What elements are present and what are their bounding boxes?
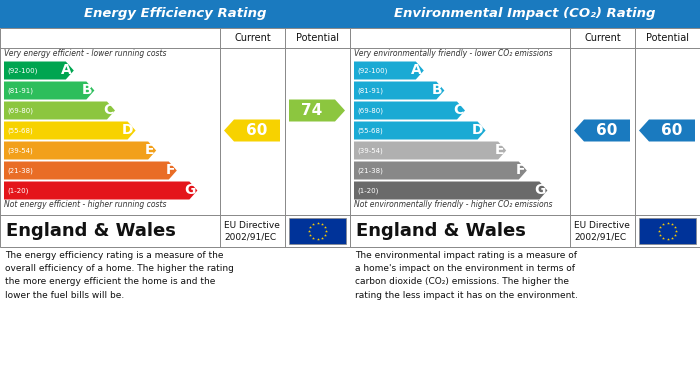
Text: 60: 60 [246,123,267,138]
Text: E: E [145,143,154,158]
Bar [0,0,350,28]
Polygon shape [574,120,630,142]
Text: England & Wales: England & Wales [356,222,526,240]
Polygon shape [354,181,547,199]
Text: 74: 74 [302,103,323,118]
Text: A: A [61,63,72,77]
Text: G: G [534,183,545,197]
Bar [0,28,350,247]
Text: 60: 60 [596,123,617,138]
Polygon shape [354,161,527,179]
Text: (39-54): (39-54) [7,147,33,154]
Text: (92-100): (92-100) [357,67,387,74]
Bar [639,218,696,244]
Polygon shape [289,99,345,122]
Text: (92-100): (92-100) [7,67,37,74]
Text: Very environmentally friendly - lower CO₂ emissions: Very environmentally friendly - lower CO… [354,49,552,58]
Text: G: G [184,183,195,197]
Polygon shape [4,122,136,140]
Polygon shape [4,81,94,99]
Text: (39-54): (39-54) [357,147,383,154]
Polygon shape [4,102,115,120]
Text: F: F [515,163,525,178]
Text: Potential: Potential [296,33,339,43]
Text: (69-80): (69-80) [357,107,383,114]
Bar [350,0,700,28]
Text: Potential: Potential [646,33,689,43]
Text: EU Directive
2002/91/EC: EU Directive 2002/91/EC [574,221,630,241]
Text: D: D [122,124,134,138]
Text: C: C [453,104,463,118]
Text: C: C [103,104,113,118]
Bar [289,218,346,244]
Polygon shape [4,61,74,79]
Polygon shape [354,81,444,99]
Polygon shape [354,142,506,160]
Text: Current: Current [234,33,271,43]
Text: The environmental impact rating is a measure of
a home's impact on the environme: The environmental impact rating is a mea… [355,251,578,300]
Text: (55-68): (55-68) [357,127,383,134]
Text: D: D [472,124,484,138]
Text: (1-20): (1-20) [357,187,379,194]
Text: 60: 60 [662,123,682,138]
Text: A: A [411,63,422,77]
Polygon shape [354,122,486,140]
Polygon shape [354,102,465,120]
Text: England & Wales: England & Wales [6,222,176,240]
Text: B: B [432,84,442,97]
Polygon shape [4,181,197,199]
Text: (55-68): (55-68) [7,127,33,134]
Text: (81-91): (81-91) [7,87,33,94]
Text: (81-91): (81-91) [357,87,383,94]
Polygon shape [354,61,424,79]
Polygon shape [639,120,695,142]
Text: (21-38): (21-38) [7,167,33,174]
Text: (21-38): (21-38) [357,167,383,174]
Text: F: F [165,163,175,178]
Text: Environmental Impact (CO₂) Rating: Environmental Impact (CO₂) Rating [394,7,656,20]
Text: Not energy efficient - higher running costs: Not energy efficient - higher running co… [4,200,167,209]
Text: Not environmentally friendly - higher CO₂ emissions: Not environmentally friendly - higher CO… [354,200,552,209]
Text: The energy efficiency rating is a measure of the
overall efficiency of a home. T: The energy efficiency rating is a measur… [5,251,234,300]
Text: (1-20): (1-20) [7,187,29,194]
Text: Very energy efficient - lower running costs: Very energy efficient - lower running co… [4,49,167,58]
Text: Energy Efficiency Rating: Energy Efficiency Rating [84,7,266,20]
Text: B: B [82,84,92,97]
Polygon shape [4,161,177,179]
Polygon shape [224,120,280,142]
Bar [350,28,700,247]
Text: (69-80): (69-80) [7,107,33,114]
Polygon shape [4,142,156,160]
Text: E: E [495,143,504,158]
Text: EU Directive
2002/91/EC: EU Directive 2002/91/EC [224,221,280,241]
Text: Current: Current [584,33,621,43]
